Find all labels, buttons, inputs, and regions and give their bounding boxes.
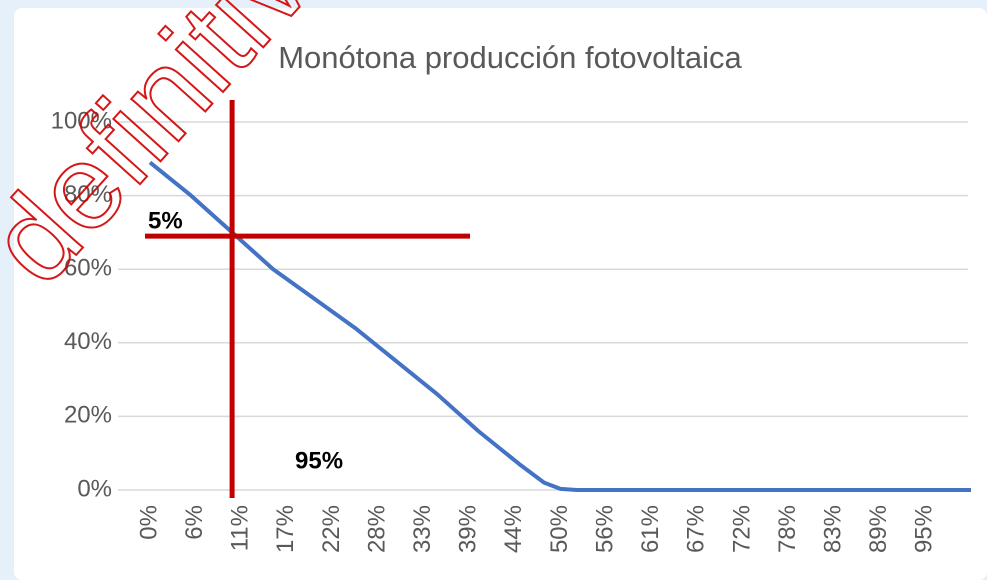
x-tick-label: 78% (774, 505, 801, 553)
x-tick-label: 83% (819, 505, 846, 553)
x-tick-label: 44% (500, 505, 527, 553)
x-tick-label: 95% (911, 505, 938, 553)
x-tick-label: 33% (409, 505, 436, 553)
chart-area (14, 8, 987, 580)
x-tick-label: 6% (181, 505, 208, 540)
y-tick-label: 20% (64, 402, 112, 429)
x-tick-label: 72% (728, 505, 755, 553)
x-tick-label: 11% (227, 505, 254, 551)
x-tick-label: 50% (546, 505, 573, 553)
x-tick-label: 61% (637, 505, 664, 553)
x-tick-label: 0% (135, 505, 162, 540)
x-tick-label: 17% (272, 505, 299, 553)
y-tick-label: 80% (64, 181, 112, 208)
x-tick-label: 56% (591, 505, 618, 553)
annotation: 5% (148, 207, 183, 234)
x-tick-label: 28% (363, 505, 390, 553)
y-tick-label: 40% (64, 328, 112, 355)
y-tick-label: 100% (51, 107, 112, 134)
x-tick-label: 39% (455, 505, 482, 553)
x-tick-label: 67% (683, 505, 710, 553)
x-tick-label: 22% (318, 505, 345, 553)
x-tick-label: 89% (865, 505, 892, 553)
y-tick-label: 60% (64, 255, 112, 282)
y-tick-label: 0% (77, 475, 112, 502)
chart-title: Monótona producción fotovoltaica (278, 40, 742, 75)
annotation: 95% (295, 447, 343, 474)
